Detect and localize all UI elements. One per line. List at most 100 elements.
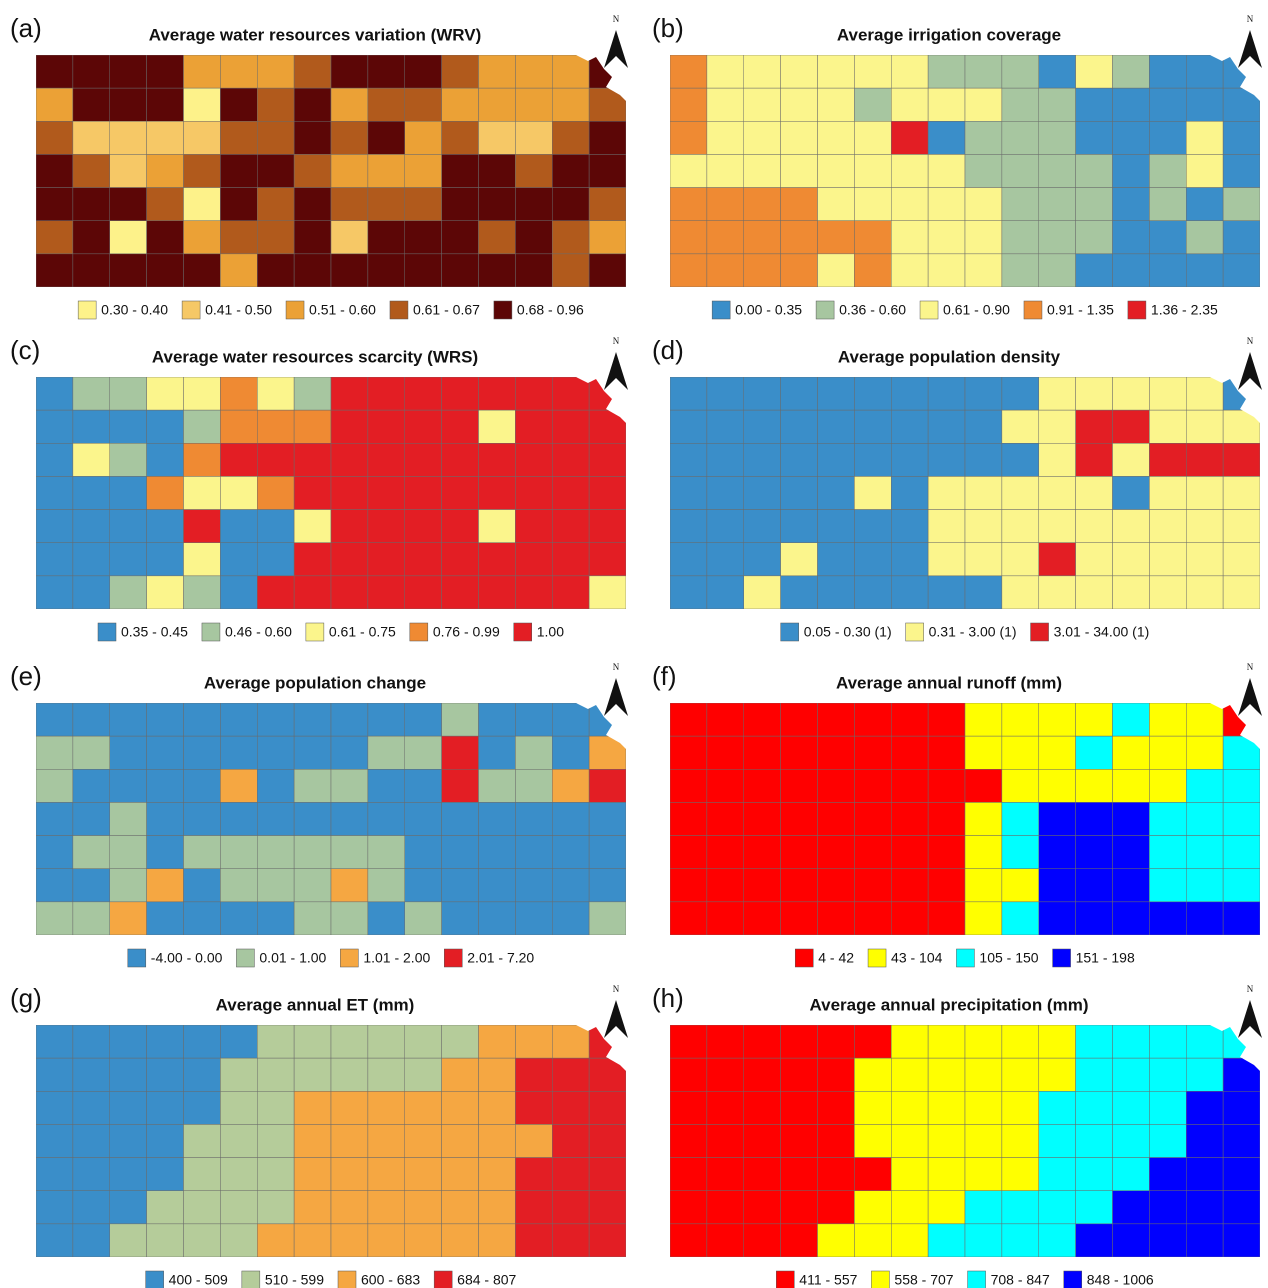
county xyxy=(1223,1158,1260,1191)
legend-label: 0.61 - 0.67 xyxy=(413,302,480,318)
county xyxy=(928,736,965,769)
county xyxy=(1002,836,1039,869)
county xyxy=(368,154,405,187)
county xyxy=(368,410,405,443)
county xyxy=(1002,1025,1039,1058)
county xyxy=(73,510,110,543)
county xyxy=(854,1091,891,1124)
county xyxy=(781,1058,818,1091)
county xyxy=(220,254,257,287)
county xyxy=(73,88,110,121)
county xyxy=(552,1025,589,1058)
county xyxy=(147,576,184,609)
county xyxy=(781,1158,818,1191)
county xyxy=(818,221,855,254)
county xyxy=(1186,576,1223,609)
county xyxy=(1186,543,1223,576)
county xyxy=(928,1124,965,1157)
county xyxy=(36,1158,73,1191)
county xyxy=(965,1091,1002,1124)
county xyxy=(294,1091,331,1124)
county xyxy=(36,836,73,869)
map xyxy=(36,1025,626,1257)
county xyxy=(1002,510,1039,543)
county xyxy=(368,869,405,902)
county xyxy=(965,1058,1002,1091)
county xyxy=(891,1191,928,1224)
county xyxy=(670,377,707,410)
county xyxy=(405,1191,442,1224)
county xyxy=(552,869,589,902)
county xyxy=(1149,476,1186,509)
county xyxy=(1113,1091,1150,1124)
county xyxy=(891,1124,928,1157)
county xyxy=(891,377,928,410)
county xyxy=(744,510,781,543)
county xyxy=(589,154,626,187)
county xyxy=(257,1158,294,1191)
county xyxy=(818,802,855,835)
county xyxy=(552,88,589,121)
county xyxy=(257,410,294,443)
panel-label: (h) xyxy=(652,983,684,1013)
county xyxy=(257,377,294,410)
county xyxy=(552,410,589,443)
legend-label: 684 - 807 xyxy=(457,1272,516,1288)
county xyxy=(1039,1124,1076,1157)
county xyxy=(442,410,479,443)
map xyxy=(36,703,626,935)
legend-swatch xyxy=(1064,1271,1082,1288)
county xyxy=(744,1025,781,1058)
county xyxy=(1002,736,1039,769)
county xyxy=(110,1058,147,1091)
county xyxy=(368,254,405,287)
county xyxy=(73,443,110,476)
county xyxy=(257,836,294,869)
county xyxy=(928,88,965,121)
county xyxy=(147,543,184,576)
county xyxy=(707,55,744,88)
county xyxy=(405,1158,442,1191)
county xyxy=(405,769,442,802)
county xyxy=(1076,576,1113,609)
county xyxy=(1186,476,1223,509)
county xyxy=(891,1091,928,1124)
county xyxy=(73,576,110,609)
county xyxy=(147,736,184,769)
county xyxy=(257,1124,294,1157)
legend-swatch xyxy=(1128,301,1146,319)
county xyxy=(405,736,442,769)
county xyxy=(1039,869,1076,902)
county xyxy=(515,410,552,443)
county xyxy=(147,802,184,835)
county xyxy=(589,1091,626,1124)
county xyxy=(220,510,257,543)
county xyxy=(73,703,110,736)
county xyxy=(1186,769,1223,802)
county xyxy=(442,902,479,935)
legend-label: -4.00 - 0.00 xyxy=(151,950,223,966)
county xyxy=(1223,88,1260,121)
county xyxy=(36,1058,73,1091)
county xyxy=(854,377,891,410)
legend: 0.05 - 0.30 (1)0.31 - 3.00 (1)3.01 - 34.… xyxy=(781,623,1150,641)
county xyxy=(73,410,110,443)
panel-label: (d) xyxy=(652,335,684,365)
county xyxy=(1002,410,1039,443)
county xyxy=(670,254,707,287)
county xyxy=(854,476,891,509)
county xyxy=(184,902,221,935)
map xyxy=(670,377,1260,609)
county xyxy=(515,1191,552,1224)
county xyxy=(965,121,1002,154)
county xyxy=(294,377,331,410)
county xyxy=(1113,55,1150,88)
county xyxy=(1113,543,1150,576)
panel-title: Average irrigation coverage xyxy=(837,25,1061,44)
county xyxy=(744,476,781,509)
north-arrow xyxy=(1238,678,1262,716)
county xyxy=(1039,221,1076,254)
county xyxy=(891,1025,928,1058)
